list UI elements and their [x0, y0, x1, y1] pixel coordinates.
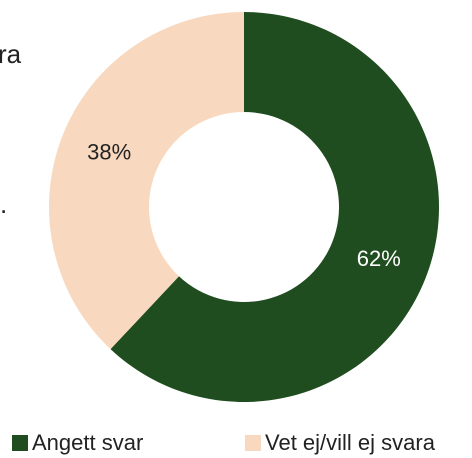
- legend-label: Angett svar: [32, 430, 143, 455]
- data-label: 62%: [357, 246, 401, 271]
- donut-slice: [48, 12, 244, 350]
- cut-text: .: [0, 189, 7, 219]
- legend-swatch: [245, 435, 261, 451]
- legend-label: Vet ej/vill ej svara: [265, 430, 436, 455]
- donut-slice: [110, 12, 440, 402]
- legend-swatch: [12, 435, 28, 451]
- cut-text: ra: [0, 39, 22, 69]
- data-label: 38%: [87, 139, 131, 164]
